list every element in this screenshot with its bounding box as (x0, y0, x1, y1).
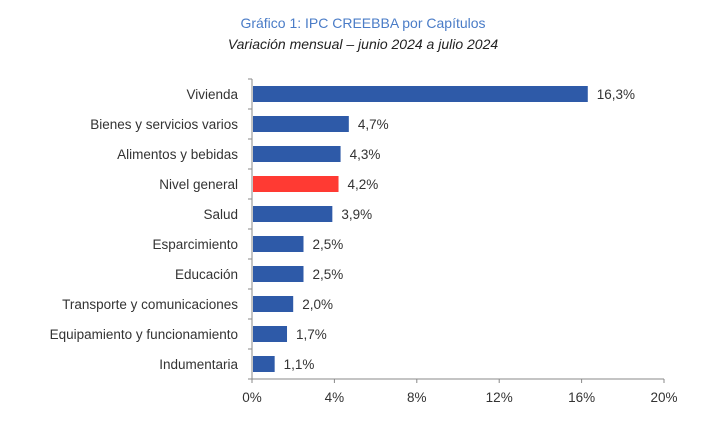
bar (253, 326, 288, 342)
x-tick-label: 4% (325, 390, 345, 405)
x-tick-label: 20% (650, 390, 677, 405)
category-label: Esparcimiento (152, 237, 238, 252)
category-label: Alimentos y bebidas (117, 147, 238, 162)
category-label: Indumentaria (159, 357, 238, 372)
chart-subtitle: Variación mensual – junio 2024 a julio 2… (227, 36, 499, 52)
data-label: 2,5% (313, 267, 344, 282)
x-tick-label: 8% (407, 390, 427, 405)
data-label: 1,1% (284, 357, 315, 372)
bar (253, 236, 304, 252)
bar (253, 146, 341, 162)
data-label: 1,7% (296, 327, 327, 342)
x-tick-label: 0% (242, 390, 262, 405)
bar (253, 356, 275, 372)
data-label: 4,7% (358, 117, 389, 132)
data-label: 16,3% (597, 87, 635, 102)
bar (253, 176, 339, 192)
data-label: 4,3% (350, 147, 381, 162)
category-label: Nivel general (159, 177, 238, 192)
category-label: Educación (175, 267, 238, 282)
data-label: 3,9% (341, 207, 372, 222)
chart-title: Gráfico 1: IPC CREEBBA por Capítulos (240, 15, 486, 31)
x-tick-label: 16% (568, 390, 595, 405)
data-label: 2,5% (313, 237, 344, 252)
bar (253, 86, 588, 102)
bar (253, 206, 333, 222)
bar (253, 266, 304, 282)
category-label: Salud (203, 207, 238, 222)
category-label: Transporte y comunicaciones (62, 297, 238, 312)
category-label: Equipamiento y funcionamiento (50, 327, 238, 342)
x-tick-label: 12% (486, 390, 513, 405)
bar (253, 116, 349, 132)
data-label: 4,2% (348, 177, 379, 192)
data-label: 2,0% (302, 297, 333, 312)
category-label: Vivienda (186, 87, 238, 102)
bar (253, 296, 294, 312)
category-label: Bienes y servicios varios (90, 117, 238, 132)
